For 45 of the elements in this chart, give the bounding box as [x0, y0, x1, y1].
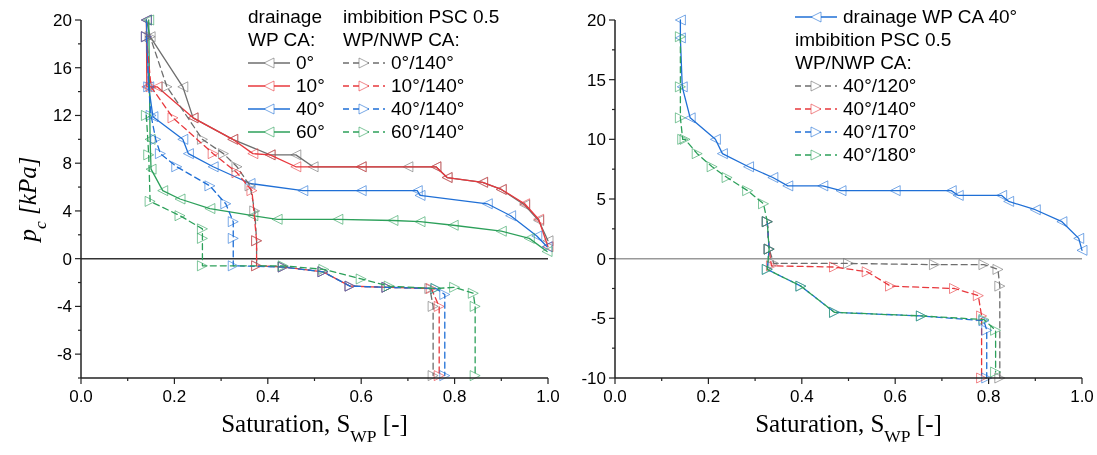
- legend-label: 40°/140°: [391, 98, 465, 119]
- y-tick-label: -4: [56, 297, 72, 317]
- x-tick-label: 0.0: [603, 387, 627, 406]
- y-tick-label: 5: [596, 190, 606, 209]
- legend-label: 40°/140°: [843, 98, 917, 119]
- y-tick-label: 8: [62, 154, 72, 174]
- y-tick-label: 12: [53, 106, 72, 126]
- x-tick-label: 0.6: [349, 387, 374, 406]
- x-axis-title: Saturation, S$_{WP}$ [-]: [221, 410, 408, 446]
- annotation: imbibition PSC 0.5 WP/NWP CA:: [343, 6, 500, 50]
- legend-label: 10°/140°: [391, 75, 465, 96]
- y-tick-label: 4: [62, 201, 72, 221]
- legend-label: 40°/180°: [843, 144, 917, 165]
- y-tick-label: -5: [590, 309, 606, 329]
- x-tick-label: 0.0: [69, 387, 93, 406]
- y-tick-label: 16: [53, 58, 72, 78]
- y-tick-label: 0: [62, 249, 72, 269]
- x-tick-label: 0.4: [789, 387, 814, 406]
- legend-label: 40°/120°: [843, 75, 917, 96]
- legend-label: 10°: [296, 75, 325, 96]
- x-tick-label: 0.2: [696, 387, 721, 406]
- x-tick-label: 0.8: [976, 387, 1001, 406]
- annotation: drainage WP CA:: [248, 6, 322, 50]
- legend-label: 0°: [296, 52, 315, 73]
- x-tick-label: 0.4: [255, 387, 280, 406]
- legend-label: 40°/170°: [843, 121, 917, 142]
- y-tick-label: 15: [587, 70, 606, 90]
- y-tick-label: 0: [596, 249, 606, 269]
- x-tick-label: 1.0: [536, 387, 560, 406]
- y-tick-label: 10: [587, 130, 606, 150]
- x-tick-label: 0.8: [442, 387, 467, 406]
- x-tick-label: 0.6: [883, 387, 908, 406]
- y-tick-label: -10: [581, 369, 606, 388]
- legend-label: 60°: [296, 121, 325, 142]
- y-tick-label: -8: [56, 345, 72, 365]
- x-tick-label: 0.2: [162, 387, 187, 406]
- legend-label: 60°/140°: [391, 121, 465, 142]
- x-tick-label: 1.0: [1070, 387, 1094, 406]
- x-axis-title: Saturation, S$_{WP}$ [-]: [755, 410, 942, 446]
- annotation: imbibition PSC 0.5 WP/NWP CA:: [795, 29, 952, 73]
- legend-label: 40°: [296, 98, 325, 119]
- y-tick-label: 20: [587, 11, 606, 30]
- legend-label: 0°/140°: [391, 52, 454, 73]
- y-tick-label: 20: [53, 11, 72, 30]
- legend-label: drainage WP CA 40°: [843, 6, 1018, 27]
